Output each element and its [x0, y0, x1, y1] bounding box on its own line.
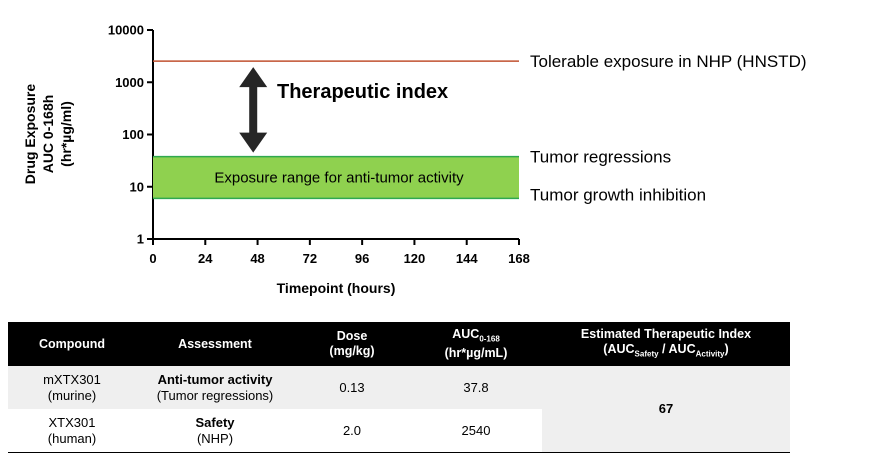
y-axis-title-line: AUC 0-168h	[40, 95, 56, 174]
cell-compound: XTX301 (human)	[8, 409, 136, 453]
cell-assessment: Anti-tumor activity (Tumor regressions)	[136, 366, 294, 409]
cell-assessment: Safety (NHP)	[136, 409, 294, 453]
x-tick-label: 168	[508, 251, 530, 266]
x-tick-label: 96	[355, 251, 369, 266]
header-auc: AUC0-168 (hr*µg/mL)	[410, 322, 542, 366]
therapeutic-index-table: Compound Assessment Dose (mg/kg) AUC0-16…	[8, 322, 790, 453]
y-tick-label: 10000	[108, 23, 144, 38]
cell-auc: 2540	[410, 409, 542, 453]
x-tick-label: 72	[303, 251, 317, 266]
x-tick-label: 48	[250, 251, 264, 266]
y-axis-title-line: Drug Exposure	[22, 84, 38, 185]
upper-band-annotation: Tumor regressions	[530, 148, 671, 167]
therapeutic-index-arrow	[239, 67, 268, 153]
table-row: XTX301 (human) Safety (NHP) 2.0 2540	[8, 409, 790, 453]
table-header-row: Compound Assessment Dose (mg/kg) AUC0-16…	[8, 322, 790, 366]
x-tick-label: 24	[198, 251, 213, 266]
header-therapeutic-index: Estimated Therapeutic Index (AUCSafety /…	[542, 322, 790, 366]
x-tick-label: 144	[456, 251, 478, 266]
chart-marks: Exposure range for anti-tumor activity Tu…	[153, 52, 807, 204]
x-tick-label: 120	[404, 251, 426, 266]
lower-band-annotation: Tumor growth inhibition	[530, 185, 706, 204]
y-tick-label: 1	[137, 232, 144, 247]
header-compound: Compound	[8, 322, 136, 366]
cell-therapeutic-index: 67	[542, 366, 790, 453]
tolerable-exposure-annotation: Tolerable exposure in NHP (HNSTD)	[530, 52, 807, 71]
therapeutic-index-label: Therapeutic index	[277, 81, 448, 103]
exposure-chart: 1 10 100 1000 10000 0 24 48 72 96 120 144 168 Expos…	[22, 23, 807, 297]
x-axis: 0 24 48 72 96 120 144 168	[149, 238, 530, 266]
y-axis-title: Drug Exposure AUC 0-168h (hr*µg/ml)	[22, 84, 74, 185]
y-axis-title-line: (hr*µg/ml)	[58, 101, 74, 167]
cell-auc: 37.8	[410, 366, 542, 409]
y-axis-title-text: Drug Exposure AUC 0-168h (hr*µg/ml)	[22, 84, 74, 185]
header-dose: Dose (mg/kg)	[294, 322, 410, 366]
y-tick-label: 10	[130, 179, 144, 194]
x-tick-label: 0	[149, 251, 156, 266]
cell-compound: mXTX301 (murine)	[8, 366, 136, 409]
activity-band-label: Exposure range for anti-tumor activity	[214, 169, 464, 186]
y-tick-label: 1000	[115, 75, 144, 90]
cell-dose: 2.0	[294, 409, 410, 453]
table-row: mXTX301 (murine) Anti-tumor activity (Tu…	[8, 366, 790, 453]
x-axis-title: Timepoint (hours)	[277, 280, 396, 296]
cell-dose: 0.13	[294, 366, 410, 409]
y-axis: 1 10 100 1000 10000	[108, 23, 154, 247]
y-tick-label: 100	[122, 127, 144, 142]
header-assessment: Assessment	[136, 322, 294, 366]
activity-band	[153, 156, 519, 199]
